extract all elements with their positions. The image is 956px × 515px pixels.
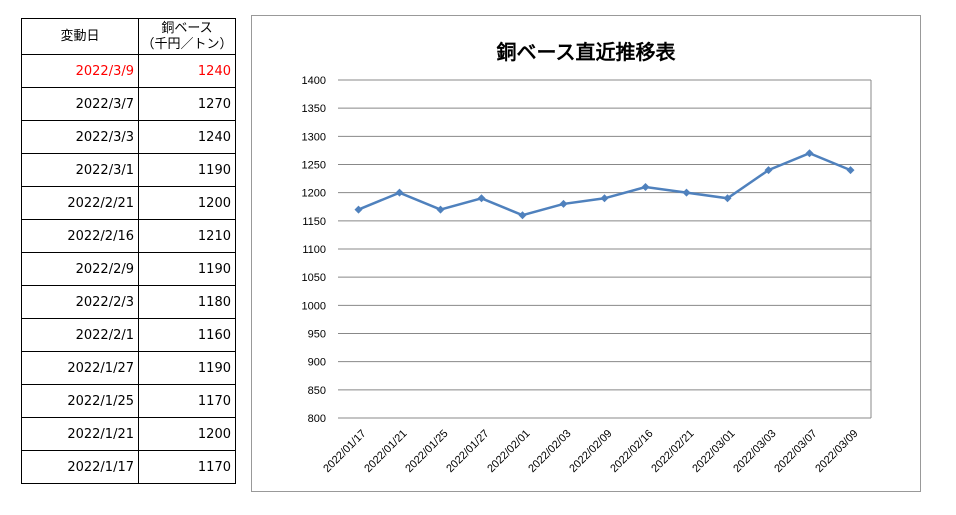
header-price: 銅ベース （千円／トン） — [138, 18, 236, 55]
chart-area: 銅ベース直近推移表 800 850 900 950 1000 1050 1100 1150 12… — [251, 15, 921, 492]
table-row: 2022/1/25 1170 — [21, 384, 236, 418]
x-tick-label: 2022/01/21 — [362, 428, 409, 475]
y-tick-label: 1200 — [302, 188, 326, 200]
data-point — [764, 166, 773, 175]
date-cell: 2022/2/1 — [21, 318, 139, 352]
line-chart: 800 850 900 950 1000 1050 1100 1150 1200 1250 1300… — [302, 75, 872, 475]
data-point — [600, 194, 609, 203]
x-tick-label: 2022/03/07 — [772, 428, 819, 475]
y-tick-label: 1100 — [302, 244, 326, 256]
date-cell: 2022/1/27 — [21, 351, 139, 385]
table-row: 2022/2/21 1200 — [21, 186, 236, 220]
date-cell: 2022/3/3 — [21, 120, 139, 154]
price-cell: 1180 — [138, 285, 236, 319]
table-row: 2022/3/7 1270 — [21, 87, 236, 121]
x-tick-label: 2022/03/01 — [690, 428, 737, 475]
table-row: 2022/2/1 1160 — [21, 318, 236, 352]
x-tick-label: 2022/02/03 — [526, 428, 573, 475]
data-point — [395, 188, 404, 197]
table-row: 2022/1/21 1200 — [21, 417, 236, 451]
y-tick-label: 1400 — [302, 75, 326, 87]
price-cell: 1170 — [138, 384, 236, 418]
price-cell: 1190 — [138, 252, 236, 286]
y-tick-label: 1150 — [302, 216, 326, 228]
table-row: 2022/2/9 1190 — [21, 252, 236, 286]
date-cell: 2022/3/9 — [21, 54, 139, 88]
date-cell: 2022/3/7 — [21, 87, 139, 121]
y-tick-label: 1250 — [302, 160, 326, 172]
price-cell: 1160 — [138, 318, 236, 352]
table-row: 2022/1/17 1170 — [21, 450, 236, 484]
price-cell: 1240 — [138, 54, 236, 88]
x-tick-label: 2022/03/09 — [813, 428, 860, 475]
data-point — [723, 194, 732, 203]
date-cell: 2022/1/17 — [21, 450, 139, 484]
x-tick-label: 2022/02/01 — [485, 428, 532, 475]
x-tick-label: 2022/01/17 — [321, 428, 368, 475]
x-tick-label: 2022/01/27 — [444, 428, 491, 475]
date-cell: 2022/1/21 — [21, 417, 139, 451]
date-cell: 2022/2/21 — [21, 186, 139, 220]
data-point — [559, 199, 568, 208]
date-cell: 2022/3/1 — [21, 153, 139, 187]
date-cell: 2022/2/9 — [21, 252, 139, 286]
x-tick-label: 2022/03/03 — [731, 428, 778, 475]
y-tick-label: 1050 — [302, 272, 326, 284]
x-tick-label: 2022/01/25 — [403, 428, 450, 475]
header-date: 変動日 — [21, 18, 139, 55]
y-tick-label: 1000 — [302, 300, 326, 312]
price-cell: 1270 — [138, 87, 236, 121]
price-cell: 1200 — [138, 417, 236, 451]
x-tick-label: 2022/02/09 — [567, 428, 614, 475]
table-row: 2022/3/3 1240 — [21, 120, 236, 154]
table-row: 2022/3/1 1190 — [21, 153, 236, 187]
y-tick-label: 900 — [308, 357, 326, 369]
data-point — [682, 188, 691, 197]
x-tick-label: 2022/02/16 — [608, 428, 655, 475]
price-cell: 1240 — [138, 120, 236, 154]
table-row: 2022/2/16 1210 — [21, 219, 236, 253]
x-tick-label: 2022/02/21 — [649, 428, 696, 475]
data-point — [354, 205, 363, 214]
y-tick-label: 950 — [308, 329, 326, 341]
table-row: 2022/3/9 1240 — [21, 54, 236, 88]
price-cell: 1200 — [138, 186, 236, 220]
y-tick-label: 800 — [308, 413, 326, 425]
y-tick-label: 1350 — [302, 103, 326, 115]
series-line — [358, 151, 851, 217]
date-cell: 2022/1/25 — [21, 384, 139, 418]
table-row: 2022/1/27 1190 — [21, 351, 236, 385]
data-point — [477, 194, 486, 203]
price-cell: 1170 — [138, 450, 236, 484]
data-point — [846, 166, 855, 175]
price-cell: 1210 — [138, 219, 236, 253]
price-table: 変動日 銅ベース （千円／トン） 2022/3/9 1240 2022/3/7 1270 20… — [21, 18, 236, 484]
data-point — [518, 211, 527, 220]
data-point — [805, 149, 814, 158]
y-tick-label: 1300 — [302, 131, 326, 143]
data-point — [641, 183, 650, 192]
data-point — [436, 205, 445, 214]
chart-title: 銅ベース直近推移表 — [496, 40, 676, 64]
y-tick-label: 850 — [308, 385, 326, 397]
price-cell: 1190 — [138, 153, 236, 187]
date-cell: 2022/2/3 — [21, 285, 139, 319]
table-row: 2022/2/3 1180 — [21, 285, 236, 319]
date-cell: 2022/2/16 — [21, 219, 139, 253]
price-cell: 1190 — [138, 351, 236, 385]
